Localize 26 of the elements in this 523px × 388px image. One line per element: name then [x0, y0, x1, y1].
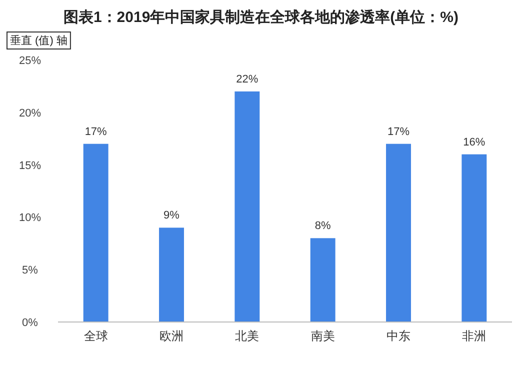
- data-label: 22%: [236, 73, 258, 86]
- x-tick-label: 非洲: [462, 329, 486, 343]
- x-tick-label: 南美: [310, 329, 335, 343]
- data-label: 17%: [84, 126, 108, 138]
- x-tick-label: 北美: [235, 329, 260, 343]
- x-tick-label: 欧洲: [160, 329, 184, 343]
- y-tick-label: 25%: [18, 55, 42, 67]
- y-tick-label: 5%: [22, 264, 38, 277]
- y-tick-label: 15%: [18, 160, 42, 172]
- bar: [386, 144, 411, 322]
- data-label: 9%: [164, 210, 180, 222]
- data-label: 16%: [463, 136, 486, 148]
- bar: [159, 228, 184, 322]
- x-tick-label: 中东: [386, 329, 410, 343]
- data-label: 8%: [314, 220, 331, 232]
- bar: [462, 154, 487, 322]
- y-tick-label: 20%: [18, 107, 42, 120]
- y-axis-title: 垂直 (值) 轴: [10, 34, 68, 47]
- y-tick-label: 10%: [18, 212, 42, 224]
- data-label: 17%: [387, 126, 410, 138]
- x-tick-label: 全球: [84, 329, 108, 343]
- bar: [234, 91, 260, 322]
- bar: [83, 144, 108, 322]
- y-tick-label: 0%: [22, 317, 38, 329]
- bar: [310, 238, 336, 322]
- chart-title: 图表1：2019年中国家具制造在全球各地的渗透率(单位：%): [63, 8, 459, 26]
